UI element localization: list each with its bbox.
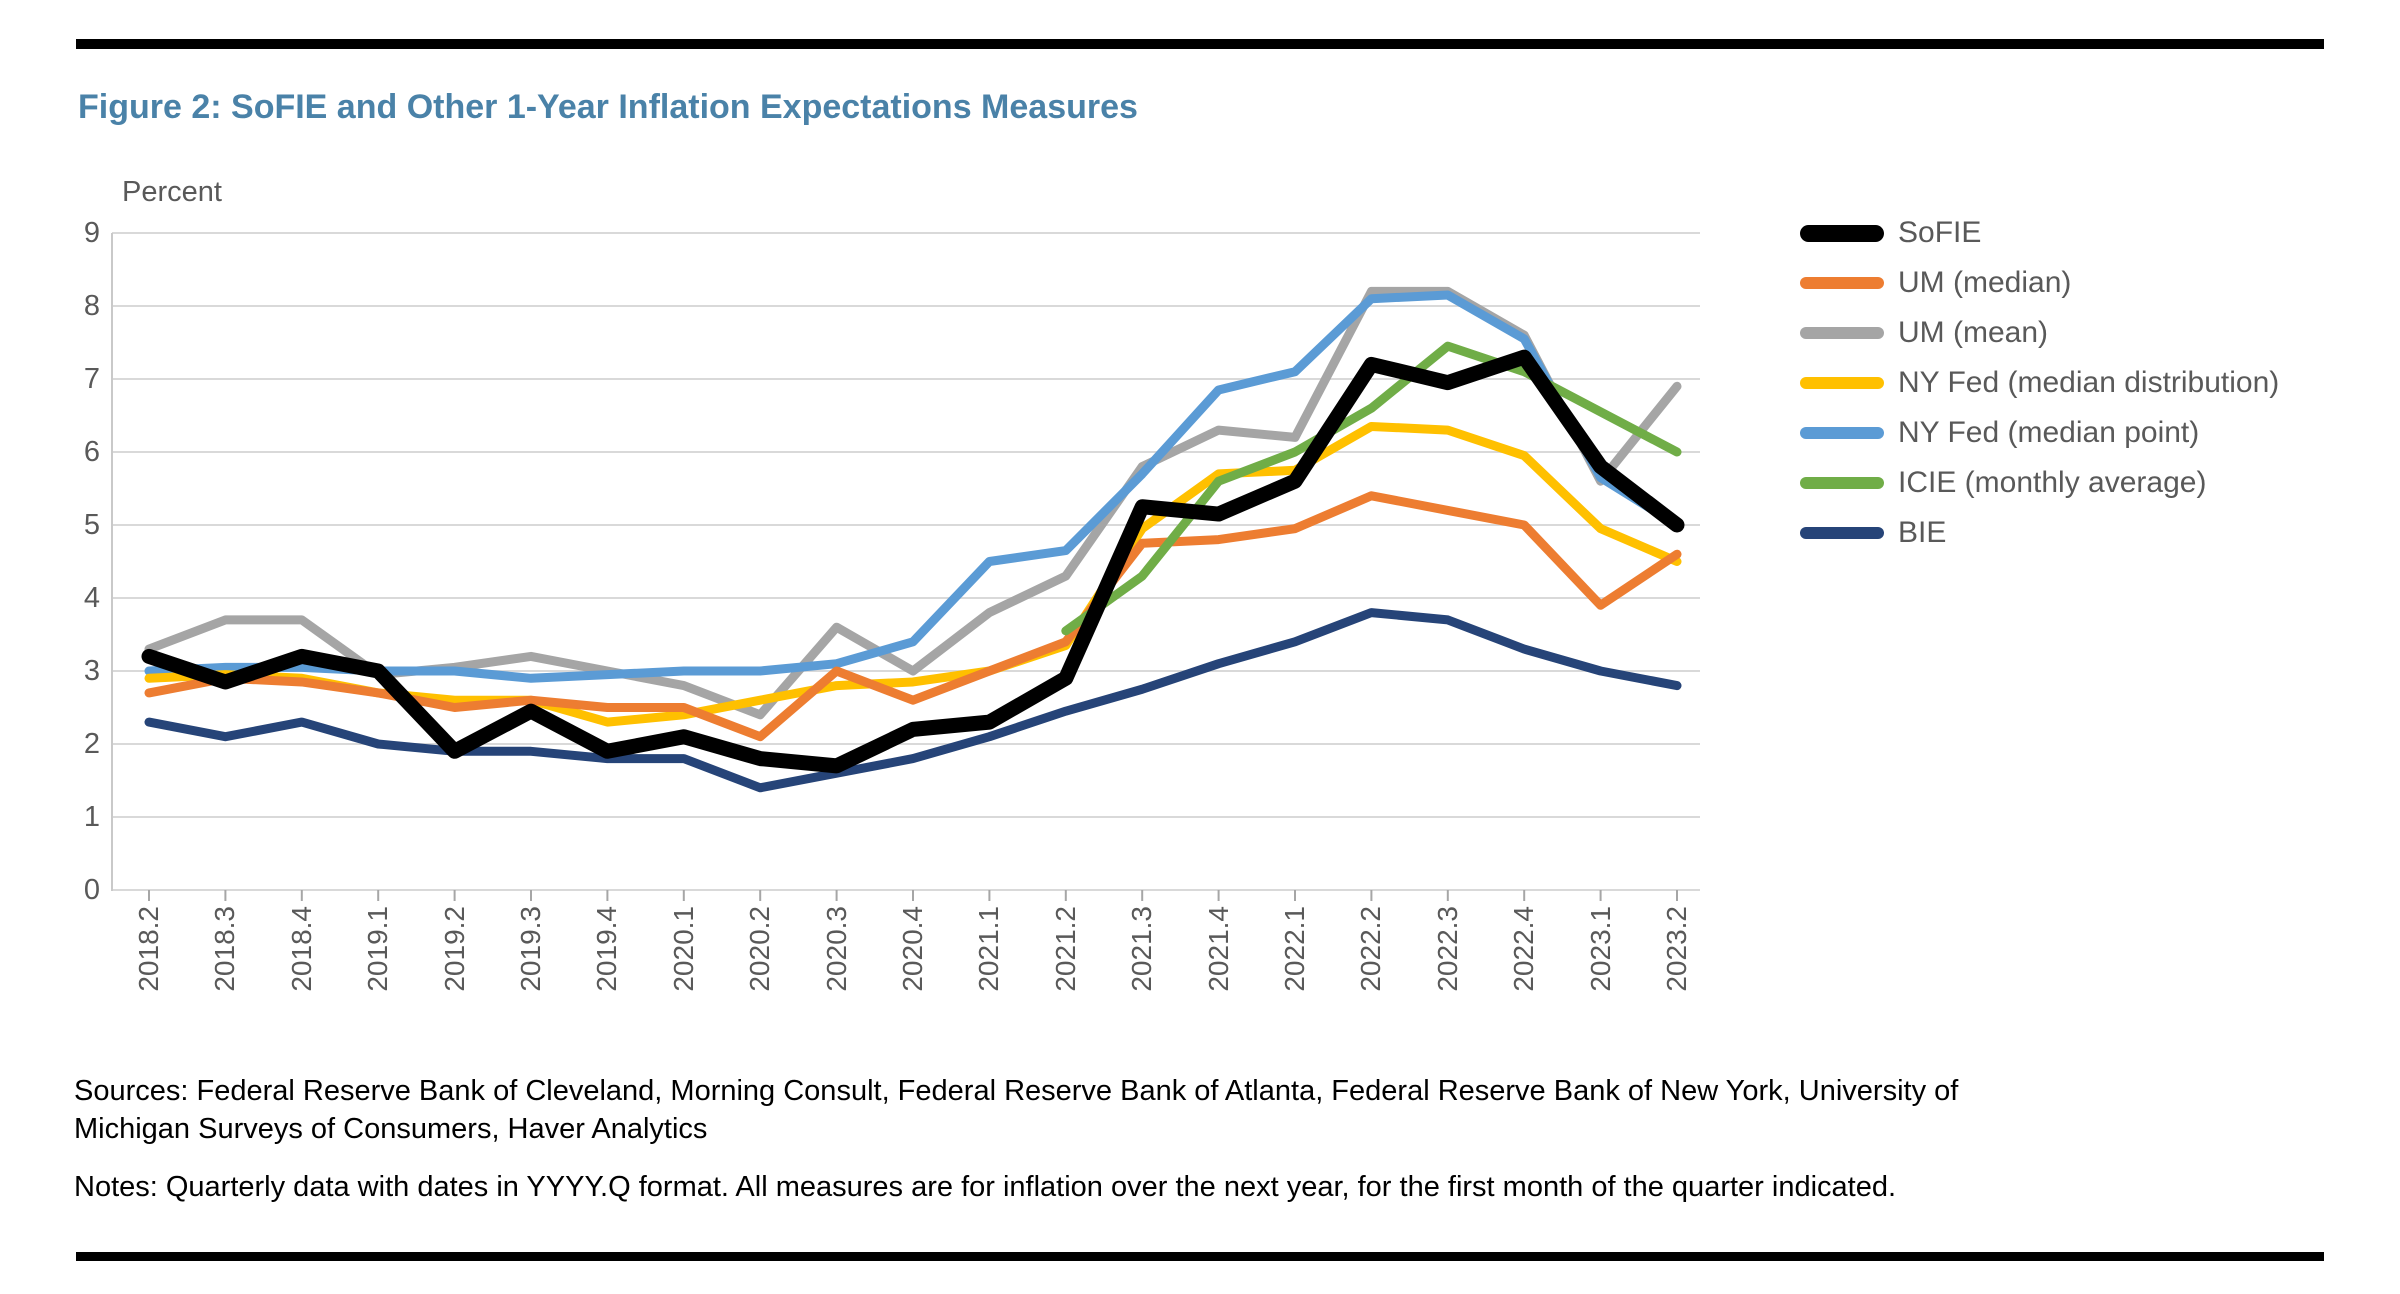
- line-chart-plot-area: [111, 232, 1700, 901]
- legend-line-swatch: [1800, 527, 1884, 539]
- x-tick-label: 2020.1: [667, 906, 699, 992]
- y-tick-label: 5: [83, 509, 100, 541]
- figure-title: Figure 2: SoFIE and Other 1-Year Inflati…: [78, 88, 1138, 126]
- x-tick-label: 2020.2: [744, 906, 776, 992]
- x-tick-label: 2022.4: [1508, 906, 1540, 992]
- x-tick-label: 2023.2: [1661, 906, 1692, 992]
- legend-line-swatch: [1800, 477, 1884, 489]
- x-tick-label: 2022.2: [1355, 906, 1387, 992]
- legend-label: NY Fed (median distribution): [1898, 366, 2280, 399]
- legend-item-ny-fed-median-point: NY Fed (median point): [1800, 413, 2199, 453]
- x-tick-label: 2019.2: [438, 906, 470, 992]
- y-tick-label: 3: [83, 655, 100, 687]
- legend-label: NY Fed (median point): [1898, 416, 2200, 449]
- x-tick-label: 2022.3: [1431, 906, 1463, 992]
- series-line-sofie: [141, 349, 1685, 774]
- x-tick-label: 2023.1: [1584, 906, 1616, 992]
- series-line-bie: [144, 608, 1682, 793]
- series-line-um-mean: [144, 286, 1682, 720]
- series-line-ny-fed-median-point: [144, 290, 1682, 683]
- x-tick-label: 2019.1: [362, 906, 394, 992]
- legend-line-swatch: [1800, 427, 1884, 439]
- x-tick-label: 2021.2: [1049, 906, 1081, 992]
- y-tick-label: 7: [83, 363, 100, 395]
- legend-line-swatch: [1800, 327, 1884, 339]
- legend-item-ny-fed-median-distribution: NY Fed (median distribution): [1800, 363, 2279, 403]
- x-tick-label: 2022.1: [1279, 906, 1310, 992]
- legend-line-swatch: [1800, 377, 1884, 389]
- footnote: Notes: Quarterly data with dates in YYYY…: [74, 1171, 1897, 1203]
- legend-label: BIE: [1898, 516, 1947, 549]
- legend-item-sofie: SoFIE: [1800, 213, 1981, 253]
- sources-line-1: Sources: Federal Reserve Bank of Clevela…: [74, 1075, 1959, 1107]
- legend-item-bie: BIE: [1800, 513, 1946, 553]
- x-tick-label: 2018.2: [133, 906, 164, 992]
- y-tick-label: 1: [83, 801, 100, 833]
- series-line-icie-monthly-average: [1061, 341, 1682, 636]
- x-tick-label: 2018.3: [209, 906, 241, 992]
- x-tick-label: 2021.1: [973, 906, 1005, 992]
- x-tick-label: 2021.4: [1202, 906, 1234, 992]
- y-tick-label: 4: [83, 582, 100, 614]
- legend-label: SoFIE: [1898, 216, 1982, 249]
- x-tick-label: 2019.4: [591, 906, 623, 992]
- legend-item-icie-monthly-average: ICIE (monthly average): [1800, 463, 2206, 503]
- legend-item-um-mean: UM (mean): [1800, 313, 2048, 353]
- legend-label: ICIE (monthly average): [1898, 466, 2207, 499]
- legend-label: UM (median): [1898, 266, 2072, 299]
- legend-label: UM (mean): [1898, 316, 2049, 349]
- y-tick-label: 0: [83, 874, 100, 906]
- y-tick-label: 6: [83, 436, 100, 468]
- top-rule: [76, 39, 2324, 49]
- x-tick-label: 2020.3: [820, 906, 852, 992]
- x-tick-label: 2018.4: [285, 906, 317, 992]
- y-axis-title: Percent: [122, 176, 222, 208]
- y-tick-label: 8: [83, 290, 100, 322]
- sources-note: Sources: Federal Reserve Bank of Clevela…: [74, 1072, 2334, 1148]
- legend-item-um-median: UM (median): [1800, 263, 2071, 303]
- y-tick-label: 2: [83, 728, 100, 760]
- legend-line-swatch: [1800, 277, 1884, 289]
- legend-line-swatch: [1800, 224, 1884, 242]
- y-tick-label: 9: [83, 217, 100, 249]
- x-tick-label: 2020.4: [897, 906, 928, 992]
- x-tick-label: 2019.3: [515, 906, 546, 992]
- bottom-rule: [76, 1252, 2324, 1261]
- sources-line-2: Michigan Surveys of Consumers, Haver Ana…: [74, 1113, 708, 1145]
- x-tick-label: 2021.3: [1126, 906, 1158, 992]
